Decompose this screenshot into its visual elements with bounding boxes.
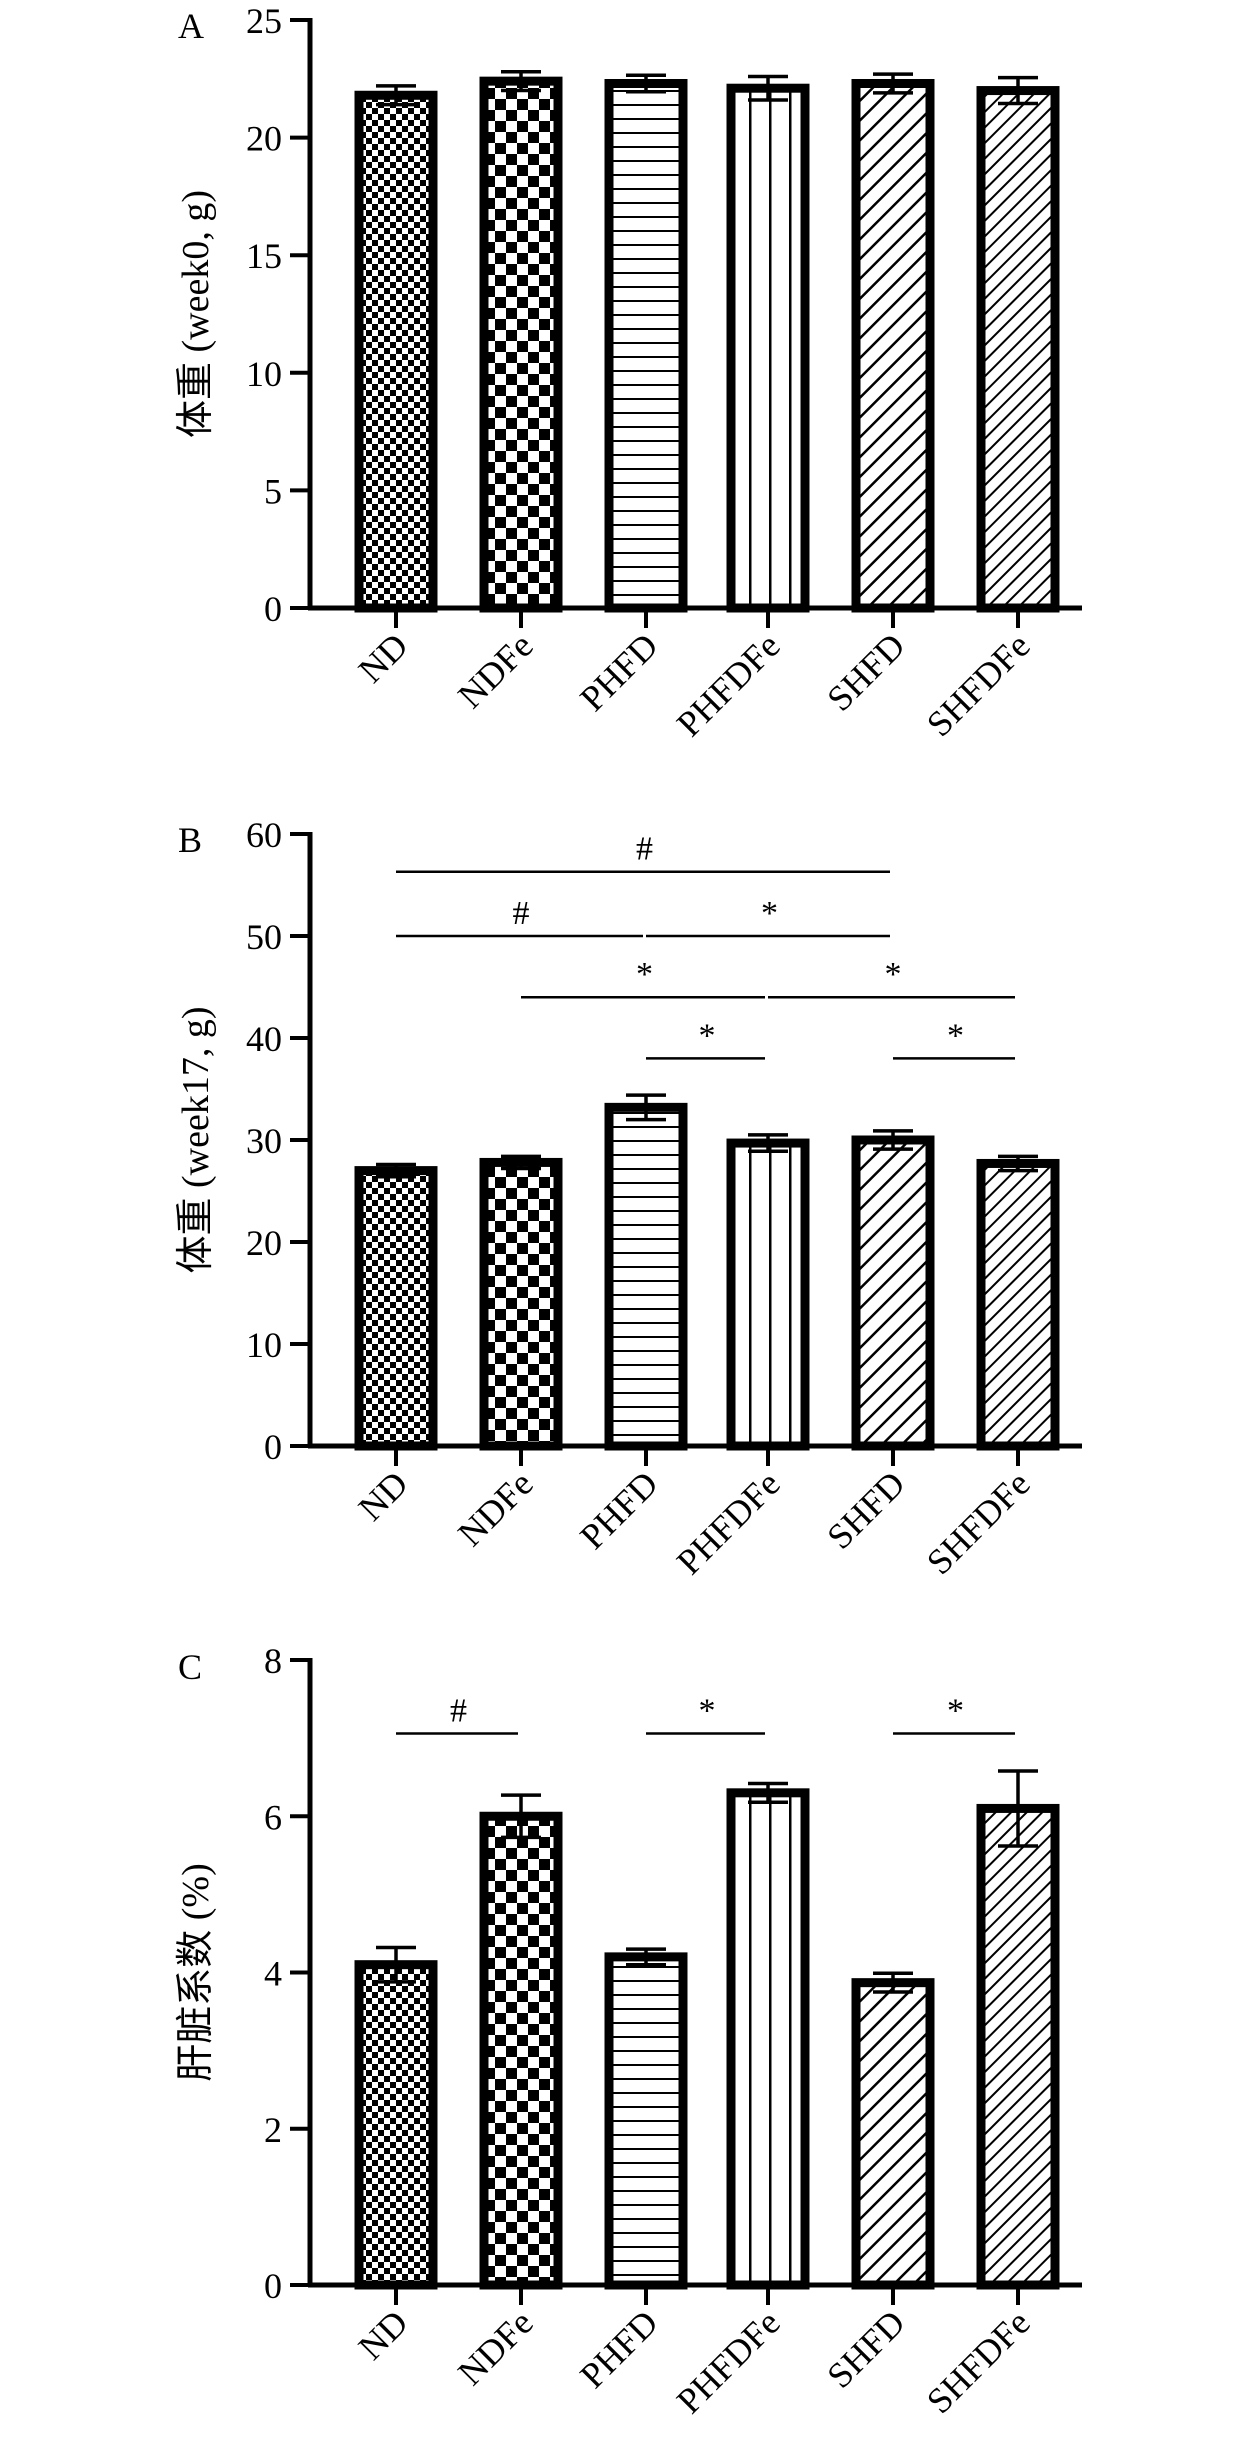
x-tick-label: SHFDFe: [919, 1463, 1038, 1582]
y-tick-label: 20: [246, 1223, 282, 1263]
y-tick-label: 10: [246, 1325, 282, 1365]
y-tick-label: 60: [246, 815, 282, 855]
significance-label: *: [699, 1692, 716, 1729]
y-tick-label: 0: [264, 1427, 282, 1467]
bar: [726, 1788, 810, 2290]
bar: [479, 1157, 563, 1451]
bar: [851, 1135, 935, 1451]
panel-a: A 0 5 10 15 20 25 体重 (week0, g) ND NDFe PHFD PHFDF…: [175, 1, 1082, 744]
significance-label: *: [885, 956, 902, 993]
y-tick-label: 20: [246, 119, 282, 159]
chart-b: 0 10 20 30 40 50 60 体重 (week17, g) ND NDFe PHFD PHF…: [175, 815, 1082, 1582]
x-tick-label: PHFD: [572, 2302, 665, 2395]
significance-label: *: [699, 1017, 716, 1054]
panel-b: B 0 10 20 30 40 50 60 体重 (week17, g) ND NDFe PHFD P…: [175, 815, 1082, 1582]
bar: [976, 86, 1060, 613]
bar: [726, 1138, 810, 1451]
x-tick-label: PHFDFe: [669, 625, 788, 744]
x-tick-label: SHFD: [819, 1463, 912, 1556]
x-tick-label: ND: [351, 2302, 416, 2367]
significance-label: #: [636, 831, 653, 868]
significance-label: #: [450, 1692, 467, 1729]
bar: [479, 1811, 563, 2290]
significance-label: *: [947, 1017, 964, 1054]
y-tick-label: 40: [246, 1019, 282, 1059]
y-tick-label: 10: [246, 354, 282, 394]
x-tick-label: PHFD: [572, 625, 665, 718]
bar: [976, 1158, 1060, 1451]
x-tick-label: ND: [351, 625, 416, 690]
bar: [604, 1952, 688, 2290]
y-tick-label: 25: [246, 1, 282, 41]
x-tick-label: NDFe: [450, 1463, 541, 1554]
chart-a: 0 5 10 15 20 25 体重 (week0, g) ND NDFe PHFD PHFDFe S…: [175, 1, 1082, 744]
significance-label: #: [513, 895, 530, 932]
y-tick-label: 6: [264, 1797, 282, 1837]
y-tick-label: 4: [264, 1954, 282, 1994]
y-tick-label: 2: [264, 2110, 282, 2150]
y-tick-label: 30: [246, 1121, 282, 1161]
panel-b-letter: B: [178, 820, 202, 860]
panel-c: C 0 2 4 6 8 肝脏系数 (%) ND NDFe PHFD PHFDFe SHFD SHFDF…: [175, 1641, 1082, 2421]
significance-label: *: [761, 895, 778, 932]
bar: [354, 1166, 438, 1451]
x-tick-label: NDFe: [450, 2302, 541, 2393]
y-axis-title: 体重 (week0, g): [175, 190, 217, 438]
significance-label: *: [947, 1692, 964, 1729]
bar: [851, 79, 935, 613]
panel-a-letter: A: [178, 6, 204, 46]
bar: [604, 79, 688, 613]
x-tick-label: SHFD: [819, 625, 912, 718]
bar: [354, 1960, 438, 2290]
bar: [976, 1803, 1060, 2290]
y-tick-label: 50: [246, 917, 282, 957]
y-tick-label: 8: [264, 1641, 282, 1681]
chart-c: 0 2 4 6 8 肝脏系数 (%) ND NDFe PHFD PHFDFe SHFD SHFDFe #…: [175, 1641, 1082, 2421]
y-tick-label: 0: [264, 589, 282, 629]
y-axis-title: 肝脏系数 (%): [175, 1863, 217, 2081]
y-tick-label: 0: [264, 2266, 282, 2306]
x-tick-label: NDFe: [450, 625, 541, 716]
y-axis-title: 体重 (week17, g): [175, 1007, 217, 1274]
bar: [479, 76, 563, 613]
x-tick-label: PHFDFe: [669, 2302, 788, 2421]
x-tick-label: SHFD: [819, 2302, 912, 2395]
bar: [851, 1978, 935, 2290]
significance-label: *: [636, 956, 653, 993]
x-tick-label: SHFDFe: [919, 2302, 1038, 2421]
bar: [726, 83, 810, 613]
panel-c-letter: C: [178, 1647, 202, 1687]
x-tick-label: PHFD: [572, 1463, 665, 1556]
x-tick-label: SHFDFe: [919, 625, 1038, 744]
x-tick-label: PHFDFe: [669, 1463, 788, 1582]
x-tick-label: ND: [351, 1463, 416, 1528]
y-tick-label: 5: [264, 471, 282, 511]
bar: [604, 1102, 688, 1451]
y-tick-label: 15: [246, 236, 282, 276]
bar: [354, 90, 438, 613]
